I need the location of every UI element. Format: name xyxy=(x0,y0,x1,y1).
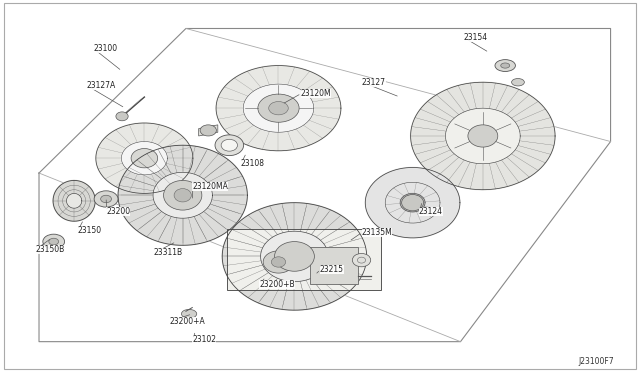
Ellipse shape xyxy=(495,60,515,71)
Text: 23100: 23100 xyxy=(93,44,117,53)
Polygon shape xyxy=(445,108,520,164)
Ellipse shape xyxy=(468,125,498,147)
Ellipse shape xyxy=(181,310,196,318)
Ellipse shape xyxy=(200,125,216,136)
Ellipse shape xyxy=(263,251,294,273)
Ellipse shape xyxy=(116,112,128,121)
Ellipse shape xyxy=(269,102,288,115)
Text: 23200+A: 23200+A xyxy=(170,317,205,326)
Ellipse shape xyxy=(511,78,524,86)
Text: 23127: 23127 xyxy=(362,78,385,87)
Polygon shape xyxy=(411,82,555,190)
Ellipse shape xyxy=(49,238,59,245)
Polygon shape xyxy=(153,172,212,218)
Ellipse shape xyxy=(94,191,118,207)
Polygon shape xyxy=(243,84,314,132)
Text: 23102: 23102 xyxy=(192,335,216,344)
Polygon shape xyxy=(96,123,193,193)
Ellipse shape xyxy=(215,135,244,155)
Polygon shape xyxy=(260,231,328,282)
Ellipse shape xyxy=(500,63,509,68)
Polygon shape xyxy=(400,193,425,212)
Text: 23108: 23108 xyxy=(240,159,264,168)
Polygon shape xyxy=(222,203,367,310)
Ellipse shape xyxy=(221,139,237,151)
Ellipse shape xyxy=(174,189,191,202)
Text: 23150: 23150 xyxy=(77,226,102,235)
Text: 23120MA: 23120MA xyxy=(192,182,228,190)
Ellipse shape xyxy=(131,148,157,168)
Text: 23200+B: 23200+B xyxy=(259,280,295,289)
Text: 23124: 23124 xyxy=(419,208,443,217)
Text: 23311B: 23311B xyxy=(154,248,183,257)
Text: 23135M: 23135M xyxy=(362,228,392,237)
Bar xyxy=(227,229,381,290)
Polygon shape xyxy=(53,180,95,221)
Text: 23200: 23200 xyxy=(106,208,130,217)
Ellipse shape xyxy=(100,195,111,203)
Polygon shape xyxy=(198,125,218,136)
Ellipse shape xyxy=(275,241,314,271)
Ellipse shape xyxy=(352,253,371,267)
Ellipse shape xyxy=(258,94,299,122)
Polygon shape xyxy=(118,145,247,245)
Ellipse shape xyxy=(271,257,285,267)
Polygon shape xyxy=(122,141,168,175)
Ellipse shape xyxy=(402,195,424,211)
Polygon shape xyxy=(365,167,460,238)
Text: 23154: 23154 xyxy=(464,33,488,42)
Ellipse shape xyxy=(164,180,202,210)
Polygon shape xyxy=(216,65,341,151)
Bar xyxy=(310,247,358,284)
Ellipse shape xyxy=(43,234,65,249)
Text: 23127A: 23127A xyxy=(87,81,116,90)
Text: 23215: 23215 xyxy=(320,265,344,274)
Text: J23100F7: J23100F7 xyxy=(578,357,614,366)
Text: 23120M: 23120M xyxy=(301,89,332,98)
Polygon shape xyxy=(67,193,82,208)
Text: 23150B: 23150B xyxy=(36,244,65,253)
